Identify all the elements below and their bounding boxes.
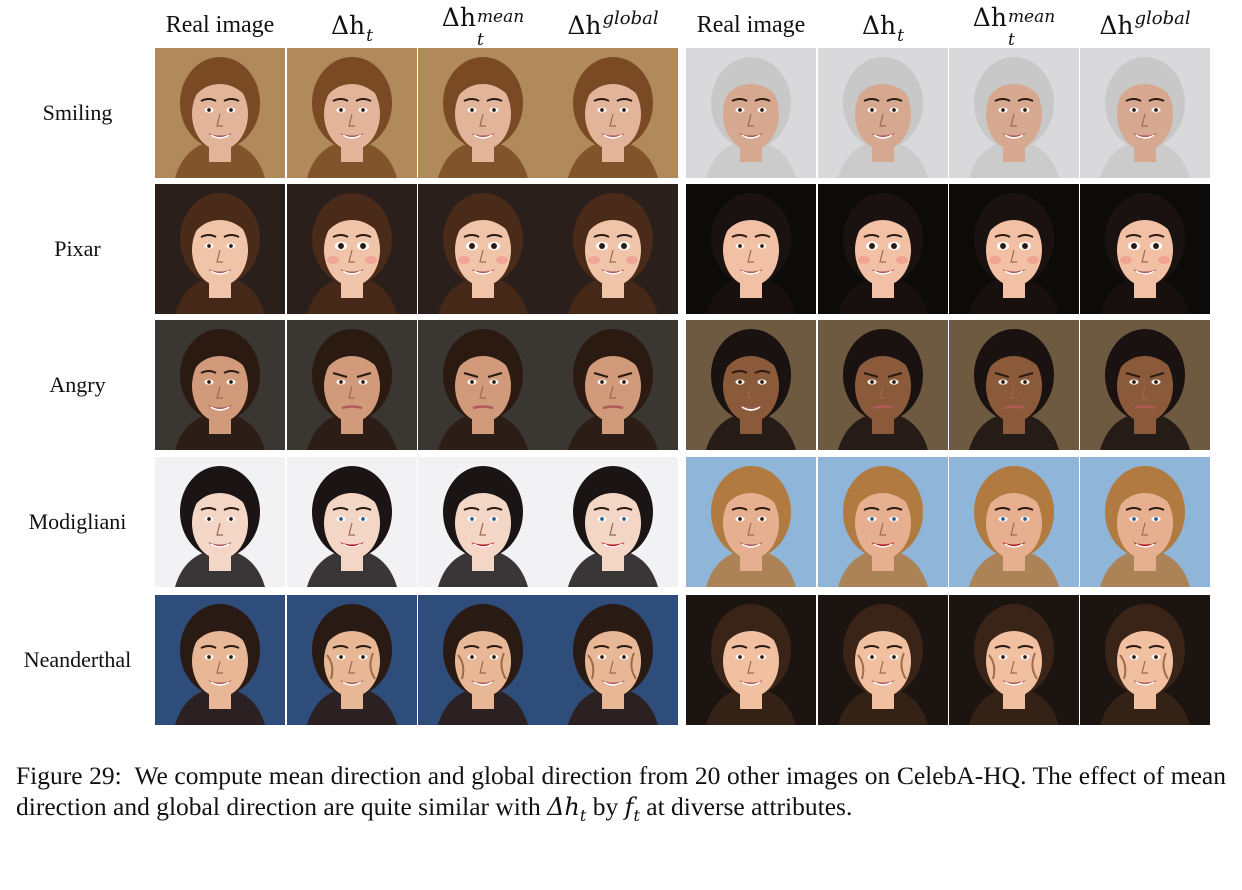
face-image-pixar-left-delta-h-t	[287, 184, 417, 314]
figure-caption: Figure 29: We compute mean direction and…	[16, 760, 1226, 831]
face-image-modigliani-right-mean	[949, 457, 1079, 587]
sup-global: global	[602, 7, 659, 29]
caption-math-f-t: ft	[624, 793, 640, 825]
face-image-angry-left-mean	[418, 320, 548, 450]
row-label-modigliani: Modigliani	[28, 509, 127, 534]
delta-h-symbol: Δh	[441, 3, 476, 32]
face-image-smiling-right-delta-h-t	[818, 48, 948, 178]
face-image-smiling-right-real	[686, 48, 816, 178]
face-image-angry-left-global	[548, 320, 678, 450]
header-real-image-right: Real image	[696, 11, 806, 38]
caption-math-delta-h-t: Δht	[547, 793, 587, 825]
row-label-smiling: Smiling	[42, 100, 113, 125]
caption-text-3: at diverse attributes.	[646, 792, 853, 821]
face-image-angry-left-real	[155, 320, 285, 450]
caption-text-1: We compute mean direction and global dir…	[16, 761, 1226, 821]
face-image-modigliani-right-global	[1080, 457, 1210, 587]
header-delta-h-global-left: Δh global	[548, 8, 678, 42]
face-image-pixar-right-delta-h-t	[818, 184, 948, 314]
face-image-smiling-left-mean	[418, 48, 548, 178]
face-image-modigliani-left-global	[548, 457, 678, 587]
face-image-smiling-left-real	[155, 48, 285, 178]
face-image-smiling-left-delta-h-t	[287, 48, 417, 178]
sup-mean: mean	[476, 7, 525, 27]
delta-h-symbol: Δh	[567, 10, 602, 40]
face-image-neanderthal-left-delta-h-t	[287, 595, 417, 725]
face-image-neanderthal-left-global	[548, 595, 678, 725]
header-delta-h-mean-left: Δh mean t	[418, 3, 548, 49]
face-image-pixar-left-global	[548, 184, 678, 314]
face-image-pixar-right-mean	[949, 184, 1079, 314]
face-image-pixar-right-global	[1080, 184, 1210, 314]
row-label-angry: Angry	[49, 372, 106, 397]
sub-t: t	[897, 25, 904, 46]
delta-h-symbol: Δh	[862, 10, 897, 40]
face-image-angry-left-delta-h-t	[287, 320, 417, 450]
header-real-image-left: Real image	[165, 11, 275, 38]
face-image-smiling-right-global	[1080, 48, 1210, 178]
delta-h-symbol: Δh	[331, 10, 366, 40]
delta-h-symbol: Δh	[972, 3, 1007, 32]
sub-t: t	[366, 25, 373, 46]
face-image-neanderthal-right-delta-h-t	[818, 595, 948, 725]
face-image-angry-right-real	[686, 320, 816, 450]
row-label-neanderthal: Neanderthal	[23, 647, 132, 672]
header-delta-h-mean-right: Δh mean t	[949, 3, 1079, 49]
sub-t: t	[1007, 30, 1015, 50]
face-image-angry-right-global	[1080, 320, 1210, 450]
face-image-angry-right-mean	[949, 320, 1079, 450]
delta-h-symbol: Δh	[1099, 10, 1134, 40]
caption-text-2: by	[592, 792, 619, 821]
header-delta-h-t-right: Δh t	[818, 8, 948, 46]
face-image-modigliani-right-real	[686, 457, 816, 587]
caption-prefix: Figure 29:	[16, 761, 122, 790]
sup-global: global	[1134, 7, 1191, 29]
face-image-neanderthal-left-real	[155, 595, 285, 725]
face-image-angry-right-delta-h-t	[818, 320, 948, 450]
face-image-smiling-right-mean	[949, 48, 1079, 178]
face-image-smiling-left-global	[548, 48, 678, 178]
face-image-neanderthal-right-global	[1080, 595, 1210, 725]
face-image-modigliani-right-delta-h-t	[818, 457, 948, 587]
face-image-modigliani-left-delta-h-t	[287, 457, 417, 587]
header-delta-h-global-right: Δh global	[1080, 8, 1210, 42]
face-image-pixar-right-real	[686, 184, 816, 314]
face-image-neanderthal-right-mean	[949, 595, 1079, 725]
face-image-pixar-left-real	[155, 184, 285, 314]
header-delta-h-t-left: Δh t	[287, 8, 417, 46]
sub-t: t	[476, 30, 484, 50]
face-image-pixar-left-mean	[418, 184, 548, 314]
face-image-modigliani-left-mean	[418, 457, 548, 587]
face-image-neanderthal-left-mean	[418, 595, 548, 725]
row-label-pixar: Pixar	[54, 236, 101, 261]
face-image-neanderthal-right-real	[686, 595, 816, 725]
sup-mean: mean	[1007, 7, 1056, 27]
face-image-modigliani-left-real	[155, 457, 285, 587]
